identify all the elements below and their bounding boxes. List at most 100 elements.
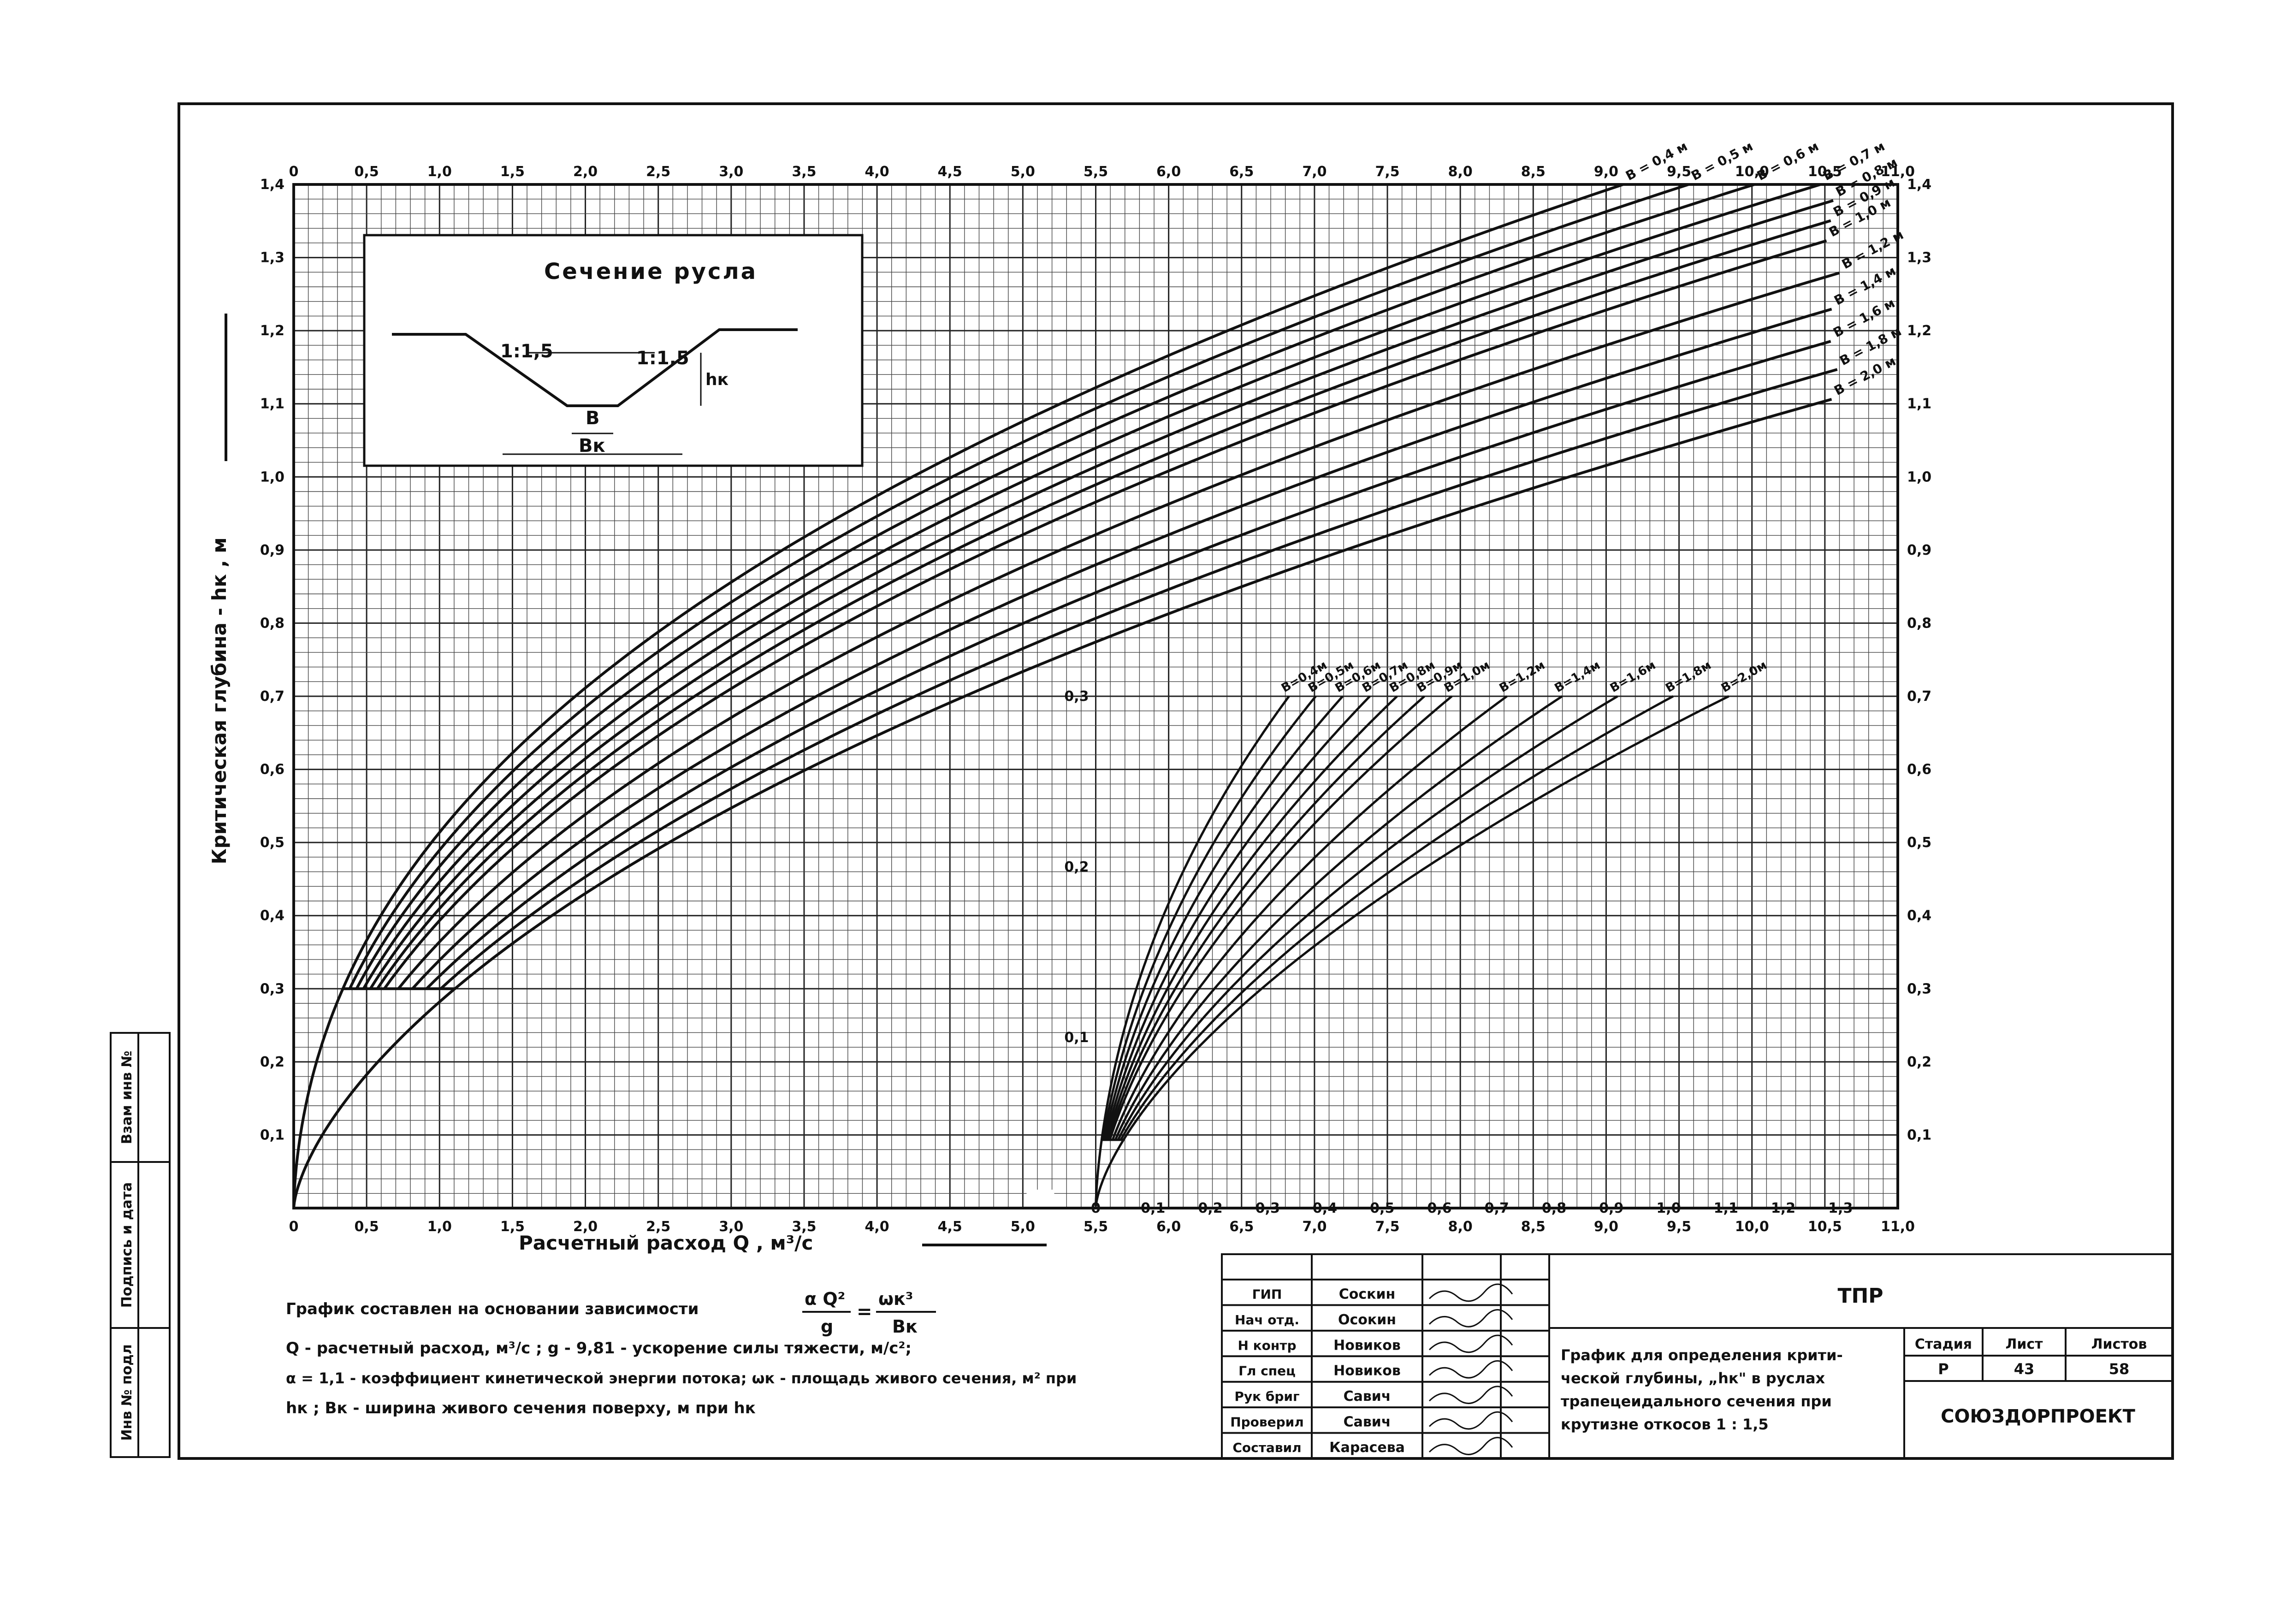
y-tick-right: 0,3: [1907, 981, 1931, 997]
x-tick-top: 2,5: [646, 164, 670, 180]
x-axis-title: Расчетный расход Q , м³/с: [519, 1232, 813, 1254]
x-tick-top: 0,5: [355, 164, 379, 180]
doc-desc-4: крутизне откосов 1 : 1,5: [1561, 1416, 1769, 1433]
x-tick-top: 4,5: [938, 164, 962, 180]
y-tick-left: 0,8: [260, 615, 284, 631]
note-line-3: α = 1,1 - коэффициент кинетической энерг…: [286, 1369, 1077, 1387]
x-tick-top: 10,0: [1735, 164, 1769, 180]
y-tick-left: 0,6: [260, 762, 284, 778]
series-line: [292, 398, 1832, 1208]
y-axis-title: Критическая глубина - hк , м: [208, 537, 231, 864]
inset-series-line: [1102, 695, 1317, 1140]
x-tick-top: 9,0: [1594, 164, 1618, 180]
formula-eq: =: [857, 1301, 872, 1322]
note-line-4: hк ; Bк - ширина живого сечения поверху,…: [286, 1399, 756, 1417]
tb-signature: [1428, 1360, 1513, 1379]
y-tick-left: 0,9: [260, 542, 284, 558]
series-line: [383, 239, 1827, 990]
note-line-2: Q - расчетный расход, м³/с ; g - 9,81 - …: [286, 1339, 912, 1357]
x-tick-bottom: 4,5: [938, 1219, 962, 1235]
tb-role: Составил: [1232, 1440, 1301, 1455]
x-tick-bottom: 6,5: [1229, 1219, 1254, 1235]
channel-profile: [392, 328, 798, 407]
inset-chart-grid: 0 0,1 0,2 0,3 0,4 0,5 0,6 0,7 0,8 0,9 1,0 1,1 1,2 1,3…: [1026, 688, 1853, 1216]
inset-series-line: [1103, 695, 1344, 1140]
y-tick-left: 0,4: [260, 908, 284, 924]
series-line: [355, 183, 1755, 990]
x-tick-top: 6,0: [1156, 164, 1181, 180]
inset-series-line: [1108, 695, 1453, 1140]
doc-desc-2: ческой глубины, „hк" в руслах: [1561, 1369, 1825, 1387]
inset-series-label: B=1,8м: [1663, 658, 1713, 695]
stage-value: Р: [1938, 1360, 1948, 1378]
y-tick-left: 0,1: [260, 1127, 284, 1143]
y-tick-right: 1,1: [1907, 396, 1931, 412]
hk-label: hк: [705, 370, 728, 389]
doc-desc-1: График для определения крити-: [1561, 1346, 1843, 1364]
org-name: СОЮЗДОРПРОЕКТ: [1941, 1406, 2135, 1427]
tb-signature: [1428, 1334, 1513, 1353]
x-tick-bottom: 5,0: [1011, 1219, 1035, 1235]
x-tick-bottom: 0,5: [355, 1219, 379, 1235]
x-tick-top: 2,0: [573, 164, 598, 180]
stage-header: Стадия: [1915, 1336, 1972, 1352]
inset-series-line: [1106, 695, 1398, 1140]
y-tick-right: 0,1: [1907, 1127, 1931, 1143]
y-tick-left: 1,0: [260, 469, 284, 485]
y-tick-left: 1,4: [260, 177, 284, 193]
inset-series-line: [1111, 695, 1508, 1140]
slope-right-label: 1:1,5: [636, 348, 689, 369]
y-tick-left: 0,3: [260, 981, 284, 997]
y-tick-right: 0,5: [1907, 835, 1931, 851]
channel-section-inset: Сечение русла 1:1,5 1:1,5 B Bк hк: [363, 234, 864, 467]
tb-name: Новиков: [1333, 1363, 1401, 1379]
doc-desc-3: трапецеидального сечения при: [1561, 1393, 1832, 1410]
title-block-rows: ГИП Соскин Нач отд. Осокин Н контр Новиков Гл …: [1222, 1283, 1549, 1456]
y-tick-right: 0,2: [1907, 1054, 1931, 1070]
tb-role: Гл спец: [1238, 1363, 1296, 1379]
side-label-signature: Подпись и дата: [119, 1182, 135, 1308]
x-tick-top: 11,0: [1881, 164, 1915, 180]
y-tick-right: 0,8: [1907, 615, 1931, 631]
tb-role: Проверил: [1230, 1415, 1304, 1430]
axis-ticks: 0 0 0,5 0,5 1,0 1,0 1,5 1,5 2,0 2,0 2,5 2,5 3,0 3,0 3,…: [260, 164, 1931, 1235]
series-line: [411, 308, 1832, 990]
y-tick-right: 0,7: [1907, 688, 1931, 705]
y-tick-right: 1,2: [1907, 323, 1931, 339]
inset-series-line: [1114, 695, 1563, 1141]
slope-left-label: 1:1,5: [500, 341, 553, 362]
x-tick-bottom: 2,5: [646, 1219, 670, 1235]
inset-curves: [1095, 695, 1729, 1207]
y-tick-left: 0,5: [260, 835, 284, 851]
series-line: [397, 272, 1840, 990]
inset-series-label: B=1,6м: [1608, 658, 1658, 695]
series-line: [439, 368, 1838, 990]
x-tick-bottom: 1,0: [427, 1219, 452, 1235]
tb-role: Рук бриг: [1234, 1389, 1299, 1404]
x-tick-bottom: 9,0: [1594, 1219, 1618, 1235]
x-tick-top: 4,0: [865, 164, 889, 180]
b-label: B: [586, 408, 600, 429]
x-tick-top: 9,5: [1667, 164, 1691, 180]
tb-name: Карасева: [1329, 1440, 1405, 1456]
series-line: [369, 199, 1834, 990]
section-title: Сечение русла: [544, 259, 758, 284]
x-tick-top: 5,0: [1011, 164, 1035, 180]
x-tick-top: 3,0: [719, 164, 743, 180]
y-tick-right: 0,6: [1907, 762, 1931, 778]
y-tick-right: 1,4: [1907, 177, 1931, 193]
x-tick-top: 1,5: [500, 164, 525, 180]
x-tick-top: 7,5: [1375, 164, 1399, 180]
x-tick-top: 5,5: [1084, 164, 1108, 180]
x-tick-bottom: 7,0: [1302, 1219, 1327, 1235]
tb-signature: [1428, 1386, 1513, 1405]
note-line-1: График составлен на основании зависимост…: [286, 1300, 699, 1318]
x-tick-top: 7,0: [1302, 164, 1327, 180]
sheets-value: 58: [2109, 1360, 2130, 1378]
inset-series-line: [1095, 695, 1729, 1207]
inset-y-tick: 0,3: [1064, 688, 1089, 705]
side-stamp-frame: [110, 1032, 171, 1458]
series-label: B = 1,2 м: [1839, 227, 1906, 272]
x-tick-bottom: 10,0: [1735, 1219, 1769, 1235]
y-tick-right: 1,3: [1907, 250, 1931, 266]
